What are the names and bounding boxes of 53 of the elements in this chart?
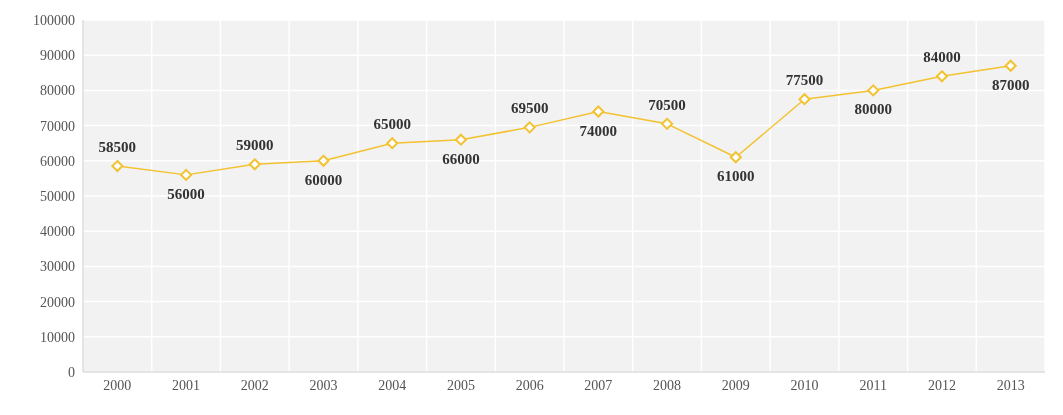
- x-tick-label: 2005: [446, 377, 475, 393]
- data-label: 61000: [717, 168, 755, 185]
- x-tick-label: 2006: [515, 377, 544, 393]
- x-tick-label: 2008: [653, 377, 682, 393]
- x-tick-label: 2012: [927, 377, 956, 393]
- x-tick-label: 2011: [859, 377, 887, 393]
- y-tick-label: 10000: [40, 329, 75, 345]
- point: [592, 105, 605, 118]
- x-tick-label: 2003: [309, 377, 338, 393]
- x-tick-label: 2013: [996, 377, 1025, 393]
- point: [798, 93, 811, 106]
- point: [248, 158, 261, 171]
- y-tick-label: 0: [68, 364, 75, 380]
- data-label: 80000: [854, 101, 892, 118]
- point: [1004, 59, 1017, 72]
- point: [935, 70, 948, 83]
- data-label: 69500: [510, 100, 549, 117]
- point: [867, 84, 880, 97]
- y-tick-label: 30000: [40, 259, 75, 275]
- y-tick-label: 60000: [40, 153, 75, 169]
- y-tick-label: 100000: [33, 12, 75, 28]
- y-tick-label: 90000: [40, 48, 75, 64]
- data-label: 60000: [304, 171, 343, 188]
- x-tick-label: 2000: [103, 377, 132, 393]
- y-tick-label: 20000: [40, 294, 75, 310]
- point: [386, 137, 399, 150]
- data-label: 87000: [991, 76, 1030, 93]
- y-tick-label: 40000: [40, 224, 75, 240]
- point: [111, 160, 124, 173]
- x-tick-label: 2002: [240, 377, 269, 393]
- data-label: 74000: [579, 122, 618, 139]
- x-tick-label: 2007: [584, 377, 613, 393]
- point: [729, 151, 742, 164]
- x-tick-label: 2009: [721, 377, 750, 393]
- data-label: 66000: [442, 150, 480, 167]
- data-label: 56000: [167, 185, 205, 202]
- data-label: 77500: [785, 72, 824, 89]
- y-tick-label: 80000: [40, 83, 75, 99]
- data-label: 59000: [236, 137, 274, 154]
- x-tick-label: 2004: [378, 377, 407, 393]
- y-tick-label: 50000: [40, 188, 75, 204]
- x-tick-label: 2001: [172, 377, 201, 393]
- point: [180, 168, 193, 181]
- data-label: 58500: [98, 139, 137, 156]
- y-tick-label: 70000: [40, 118, 75, 134]
- x-tick-label: 2010: [790, 377, 819, 393]
- data-label: 65000: [373, 116, 411, 133]
- point: [661, 117, 674, 130]
- data-label: 70500: [648, 96, 686, 113]
- data-label: 84000: [923, 49, 961, 66]
- point: [454, 133, 467, 146]
- point: [523, 121, 536, 134]
- point: [317, 154, 330, 167]
